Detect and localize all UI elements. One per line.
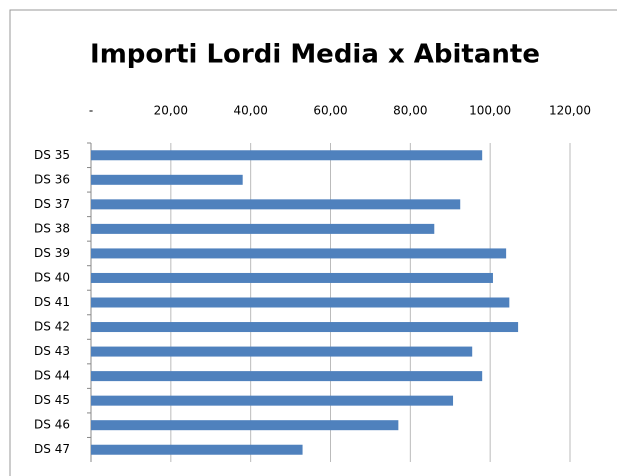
y-tick-label: DS 39 <box>34 246 70 260</box>
bar <box>91 420 399 431</box>
bar <box>91 272 493 283</box>
bar <box>91 444 303 455</box>
y-tick-label: DS 41 <box>34 295 70 309</box>
bar <box>91 346 473 357</box>
y-tick-label: DS 35 <box>34 148 70 162</box>
bar <box>91 395 454 406</box>
chart-title: Importi Lordi Media x Abitante <box>90 40 540 70</box>
y-tick-label: DS 42 <box>34 320 70 334</box>
y-tick-label: DS 36 <box>34 172 70 186</box>
bar <box>91 248 507 259</box>
y-tick-label: DS 38 <box>34 221 70 235</box>
y-tick-label: DS 37 <box>34 197 70 211</box>
y-tick-label: DS 45 <box>34 393 70 407</box>
x-tick-label: 40,00 <box>233 104 267 118</box>
bar <box>91 174 243 185</box>
x-tick-label: 80,00 <box>393 104 427 118</box>
y-tick-label: DS 47 <box>34 442 70 456</box>
x-tick-label: 60,00 <box>313 104 347 118</box>
bar <box>91 199 461 210</box>
x-tick-label: 100,00 <box>469 104 511 118</box>
x-tick-label: 20,00 <box>154 104 188 118</box>
x-tick-label: 120,00 <box>549 104 591 118</box>
y-tick-label: DS 40 <box>34 270 70 284</box>
chart-frame <box>9 9 617 476</box>
y-tick-label: DS 44 <box>34 369 70 383</box>
bar <box>91 297 510 308</box>
y-tick-label: DS 43 <box>34 344 70 358</box>
bar <box>91 150 483 161</box>
x-tick-label: - <box>89 104 93 118</box>
bar <box>91 371 483 382</box>
bar <box>91 322 519 333</box>
bar <box>91 223 435 234</box>
y-tick-label: DS 46 <box>34 418 70 432</box>
